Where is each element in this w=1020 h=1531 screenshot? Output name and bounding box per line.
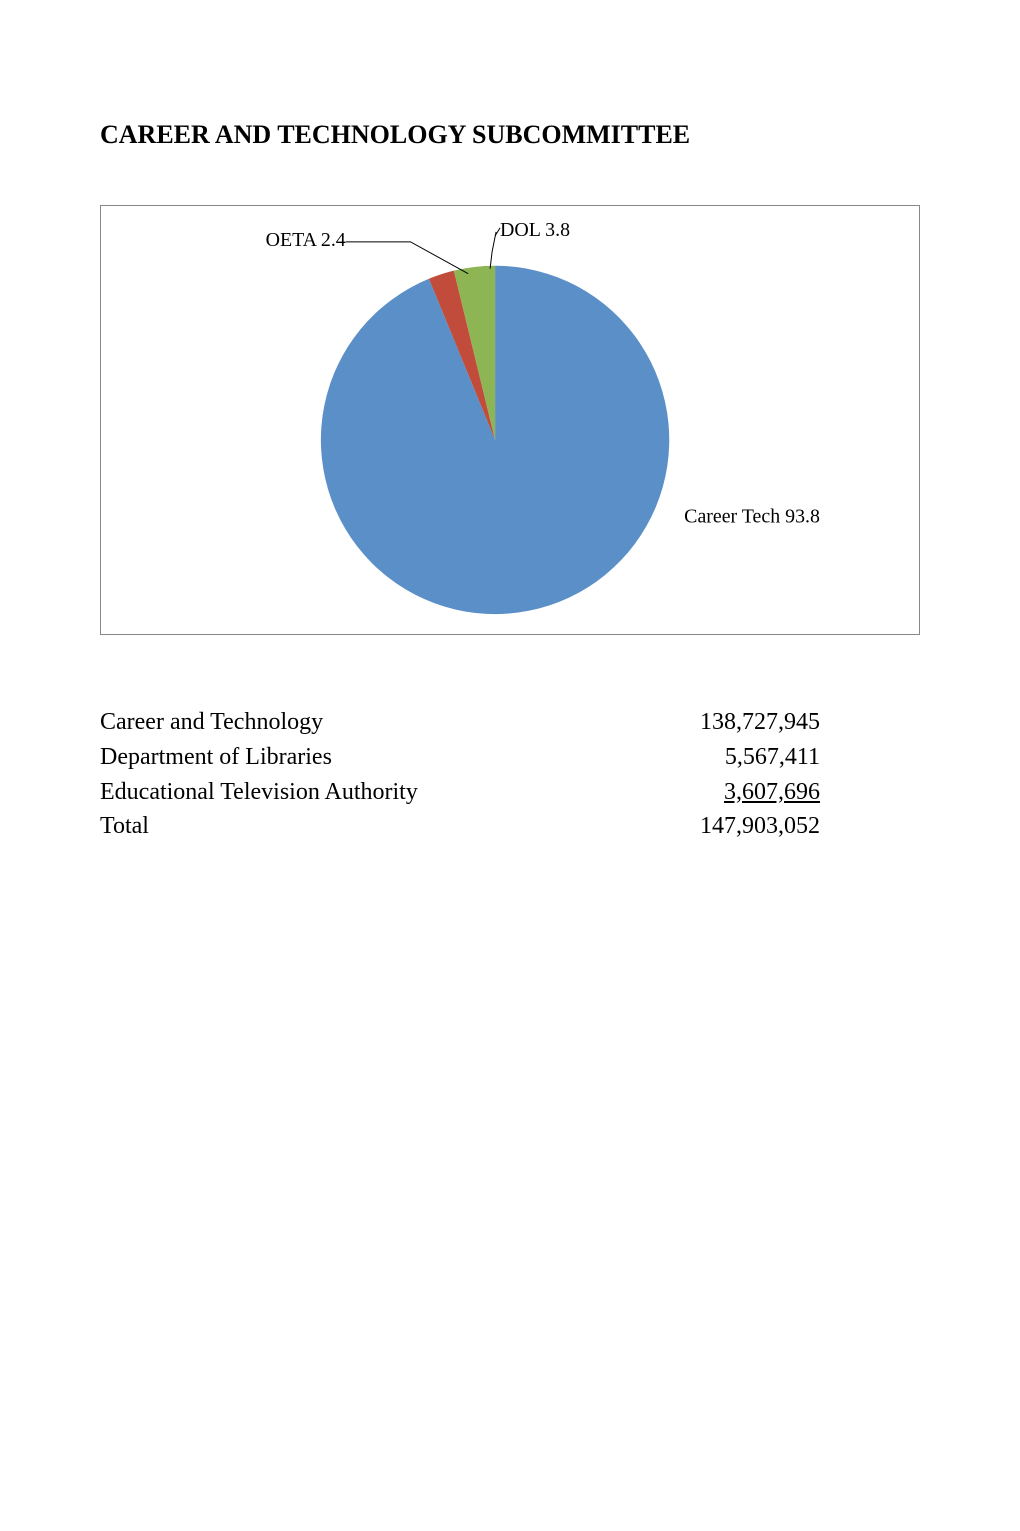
budget-table: Career and Technology 138,727,945 Depart… (100, 705, 820, 844)
row-label: Department of Libraries (100, 740, 332, 775)
table-row: Career and Technology 138,727,945 (100, 705, 820, 740)
row-label: Total (100, 809, 149, 844)
table-row: Department of Libraries 5,567,411 (100, 740, 820, 775)
leader-line (490, 232, 496, 269)
table-row: Educational Television Authority 3,607,6… (100, 775, 820, 810)
row-label: Career and Technology (100, 705, 323, 740)
slice-label-dol: DOL 3.8 (500, 219, 570, 241)
row-value: 138,727,945 (700, 705, 820, 740)
leader-line (346, 242, 468, 274)
row-value: 147,903,052 (700, 809, 820, 844)
table-row: Total 147,903,052 (100, 809, 820, 844)
pie-chart: OETA 2.4 DOL 3.8 Career Tech 93.8 (101, 206, 919, 634)
page-title: CAREER AND TECHNOLOGY SUBCOMMITTEE (100, 120, 920, 150)
pie-slice (321, 266, 669, 614)
row-label: Educational Television Authority (100, 775, 418, 810)
slice-label-oeta: OETA 2.4 (266, 229, 346, 251)
pie-chart-container: OETA 2.4 DOL 3.8 Career Tech 93.8 (100, 205, 920, 635)
row-value: 3,607,696 (724, 775, 820, 810)
row-value: 5,567,411 (725, 740, 820, 775)
slice-label-career-tech: Career Tech 93.8 (684, 506, 820, 528)
